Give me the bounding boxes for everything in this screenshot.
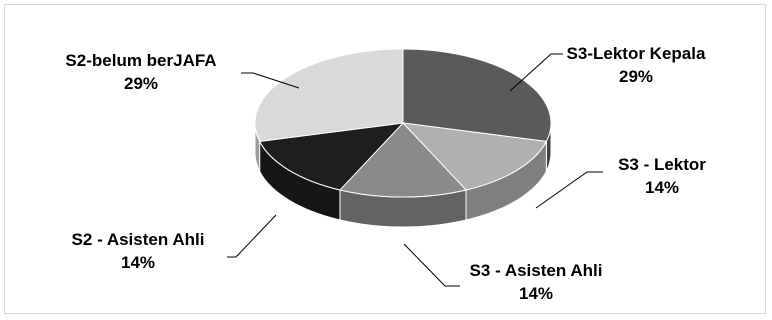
pie-slice-0 (402, 48, 552, 142)
slice-label-4: S2-belum berJAFA (65, 51, 216, 70)
leader-line-1 (535, 171, 603, 209)
leader-lines (227, 53, 603, 287)
slice-label-0: S3-Lektor Kepala (567, 44, 706, 63)
pie-slice-4 (254, 48, 404, 142)
pie-sides (254, 122, 552, 228)
slice-label-group-4: S2-belum berJAFA 29% (65, 51, 216, 93)
slice-value-3: 14% (121, 253, 155, 272)
leader-line-0 (509, 53, 563, 92)
pie-slice-1 (401, 122, 548, 191)
slice-label-2: S3 - Asisten Ahli (470, 261, 603, 280)
slice-value-2: 14% (519, 284, 553, 303)
leader-line-2 (403, 243, 460, 287)
pie-slice-3 (258, 122, 405, 191)
slice-label-group-0: S3-Lektor Kepala 29% (567, 44, 706, 86)
slice-label-1: S3 - Lektor (618, 155, 706, 174)
slice-label-group-2: S3 - Asisten Ahli 14% (470, 261, 603, 303)
leader-line-3 (227, 214, 277, 258)
slice-label-group-3: S2 - Asisten Ahli 14% (72, 230, 205, 272)
leader-line-4 (241, 72, 300, 89)
pie-slice-2 (339, 122, 467, 198)
slice-value-0: 29% (619, 67, 653, 86)
slice-value-4: 29% (124, 74, 158, 93)
pie-tops (254, 48, 552, 198)
slice-label-3: S2 - Asisten Ahli (72, 230, 205, 249)
chart-frame: S3-Lektor Kepala 29% S3 - Lektor 14% S3 … (4, 4, 766, 314)
pie-chart: S3-Lektor Kepala 29% S3 - Lektor 14% S3 … (65, 44, 706, 303)
slice-value-1: 14% (645, 178, 679, 197)
slice-label-group-1: S3 - Lektor 14% (618, 155, 706, 197)
